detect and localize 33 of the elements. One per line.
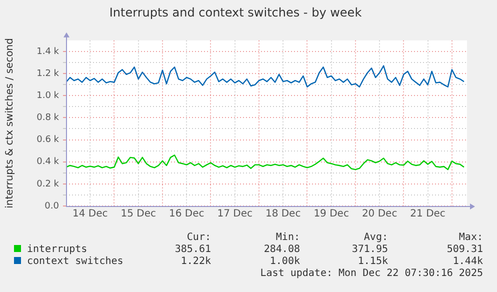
x-tick-label: 19 Dec — [314, 208, 349, 220]
x-tick-label: 18 Dec — [265, 208, 301, 220]
text: 1.00k — [270, 256, 300, 268]
legend-label: context switches — [26, 256, 124, 268]
text: 385.61 — [174, 244, 211, 256]
y-tick-label: 0.8 k — [36, 113, 60, 124]
y-tick-label: 0.6 k — [36, 135, 60, 146]
y-tick-label: 1.0 k — [36, 90, 60, 101]
text: Min: — [276, 232, 300, 244]
x-tick-label: 14 Dec — [72, 208, 108, 220]
text: Avg: — [364, 232, 388, 244]
x-tick-label: 17 Dec — [217, 208, 252, 220]
text: 1.44k — [452, 256, 483, 268]
x-tick-label: 15 Dec — [120, 208, 156, 220]
y-tick-label: 0.4 k — [36, 157, 60, 168]
text: 1.15k — [358, 256, 388, 268]
text: 371.95 — [352, 244, 388, 256]
y-tick-label: 0.2 k — [36, 179, 60, 190]
x-tick-label: 20 Dec — [362, 208, 398, 220]
y-axis-title: interrupts & ctx switches / second — [4, 38, 16, 208]
y-tick-label: 0.0 — [44, 201, 60, 212]
x-tick-label: 21 Dec — [410, 208, 446, 220]
x-tick-label: 16 Dec — [168, 208, 204, 220]
legend-label: interrupts — [26, 244, 88, 256]
text: 1.22k — [180, 256, 211, 268]
chart-title: Interrupts and context switches - by week — [109, 5, 362, 20]
text: 284.08 — [264, 244, 300, 256]
text: Cur: — [186, 232, 211, 244]
text: 509.31 — [446, 244, 483, 256]
text: Max: — [458, 232, 483, 244]
text: Last update: Mon Dec 22 07:30:16 2025 — [260, 268, 483, 280]
y-tick-label: 1.2 k — [36, 68, 60, 79]
y-tick-label: 1.4 k — [36, 46, 60, 57]
